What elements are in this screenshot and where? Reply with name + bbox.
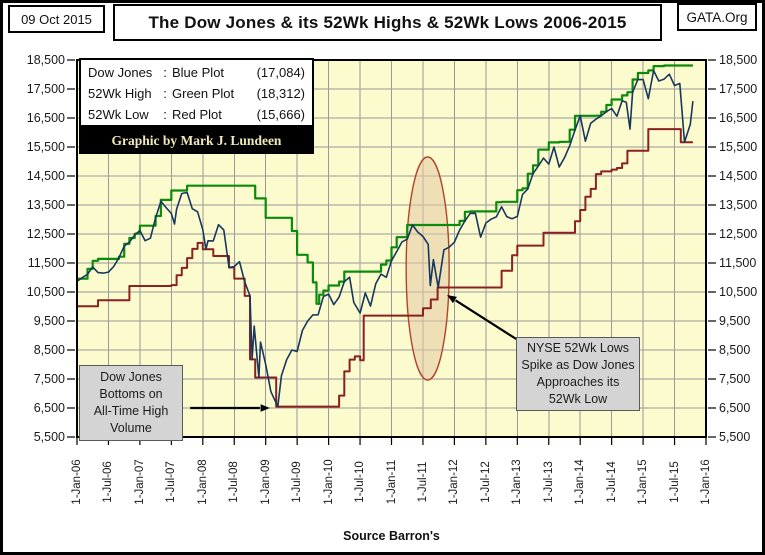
annotation-nyse-lows: NYSE 52Wk Lows Spike as Dow Jones Approach…: [516, 337, 640, 411]
annotation-line: Approaches its: [536, 375, 620, 389]
legend-series-name: Dow Jones: [88, 65, 153, 80]
52wk-high-line: [77, 64, 693, 305]
annotation-line: Spike as Dow Jones: [521, 358, 635, 372]
annotation-arrow-head: [447, 294, 457, 304]
52wk-low-line: [77, 128, 693, 408]
annotation-line: Volume: [110, 421, 152, 435]
annotation-dow-bottom: Dow Jones Bottoms on All-Time High Volume: [79, 365, 183, 441]
annotation-arrow-shaft: [454, 299, 517, 340]
date-box: 09 Oct 2015: [8, 5, 105, 33]
credit-label: Graphic by Mark J. Lundeen: [111, 132, 282, 148]
legend-plot-label: Red Plot: [172, 107, 222, 122]
legend-box: Dow Jones: Blue Plot (17,084) 52Wk High: Gre…: [79, 58, 314, 127]
legend-colon: :: [163, 86, 167, 101]
source-label: Source Barron's: [343, 529, 440, 543]
dow-jones-line: [76, 69, 694, 408]
legend-row: 52Wk High: Green Plot (18,312): [88, 83, 305, 104]
annotation-line: All-Time High: [93, 404, 169, 418]
chart-title: The Dow Jones & its 52Wk Highs & 52Wk Lo…: [148, 12, 627, 32]
org-box: GATA.Org: [677, 3, 757, 31]
legend-row: 52Wk Low: Red Plot (15,666): [88, 104, 305, 125]
legend-colon: :: [163, 65, 167, 80]
credit-box: Graphic by Mark J. Lundeen: [79, 127, 314, 154]
chart-title-box: The Dow Jones & its 52Wk Highs & 52Wk Lo…: [113, 4, 662, 41]
annotation-line: Dow Jones: [100, 370, 162, 384]
legend-current-value: (18,312): [256, 86, 305, 101]
annotation-line: NYSE 52Wk Lows: [526, 341, 630, 355]
annotation-line: Bottoms on: [99, 387, 163, 401]
legend-series-name: 52Wk Low: [88, 107, 149, 122]
date-label: 09 Oct 2015: [21, 11, 92, 27]
legend-plot-label: Green Plot: [172, 86, 235, 101]
legend-colon: :: [163, 107, 167, 122]
legend-row: Dow Jones: Blue Plot (17,084): [88, 62, 305, 83]
legend-series-name: 52Wk High: [88, 86, 152, 101]
legend-current-value: (15,666): [256, 107, 305, 122]
annotation-arrow-head: [260, 404, 270, 412]
legend-current-value: (17,084): [256, 65, 305, 80]
org-label: GATA.Org: [686, 9, 748, 25]
annotation-line: 52Wk Low: [548, 392, 608, 406]
plot-border: [76, 59, 707, 438]
highlight-ellipse: [405, 156, 450, 381]
legend-plot-label: Blue Plot: [172, 65, 225, 80]
